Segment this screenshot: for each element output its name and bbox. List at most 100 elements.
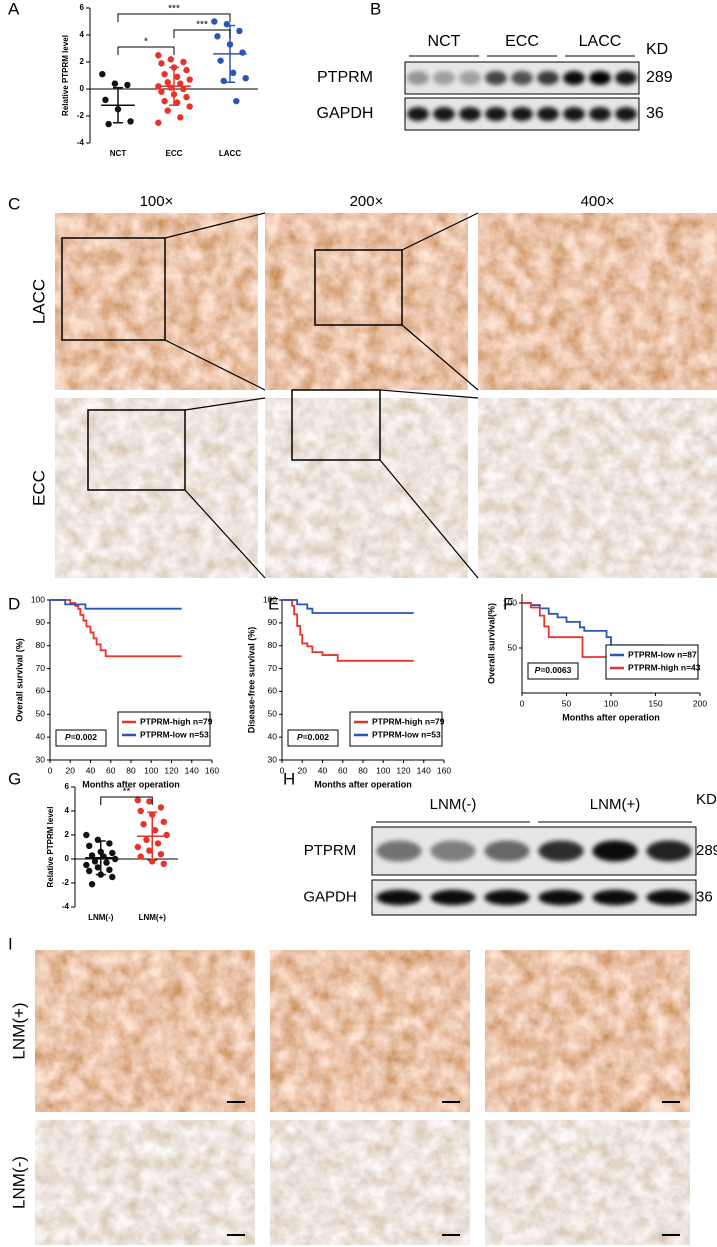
data-point: [86, 867, 93, 875]
p-value: P=0.002: [297, 732, 329, 742]
survival-curve: [282, 599, 414, 662]
blot-band: [376, 840, 422, 862]
x-tick-label: 160: [437, 765, 451, 775]
data-point: [161, 97, 168, 105]
protein-label: PTPRM: [317, 69, 373, 86]
survival-curve: [522, 602, 665, 647]
micrograph: [265, 213, 468, 390]
data-point: [103, 859, 110, 866]
data-point: [86, 842, 93, 849]
y-tick-label: 6: [65, 782, 70, 791]
blot-band: [407, 106, 429, 122]
p-value-box: [527, 662, 579, 680]
unit-label: KD: [696, 791, 717, 808]
data-point: [151, 827, 159, 834]
data-point: [239, 49, 246, 56]
y-tick-label: 2: [80, 57, 85, 66]
data-point: [236, 27, 243, 35]
data-point: [160, 860, 167, 867]
zoom-line: [164, 339, 266, 391]
x-tick-label: 200: [693, 698, 707, 708]
magnification-label: 400×: [581, 193, 615, 210]
data-point: [164, 107, 171, 114]
micrograph: [478, 213, 717, 390]
data-point: [134, 797, 142, 804]
zoom-box: [87, 409, 186, 491]
data-point: [154, 840, 162, 847]
data-point: [111, 80, 119, 87]
x-tick-label: 0: [48, 765, 53, 775]
blot-band: [485, 70, 507, 86]
data-point: [124, 81, 131, 89]
significance-bracket: [100, 796, 153, 805]
micrograph: [35, 950, 255, 1112]
data-point: [158, 88, 165, 95]
data-point: [217, 57, 224, 64]
x-axis-label: Months after operation: [314, 779, 412, 789]
blot-band: [407, 70, 429, 86]
legend-label: PTPRM-low n=87: [628, 649, 697, 659]
x-tick-label: 0: [280, 765, 285, 775]
y-axis-label: Relative PTPRM level: [61, 35, 70, 116]
y-tick-label: 60: [36, 686, 46, 696]
y-axis-label: Relative PTPRM level: [46, 807, 55, 888]
legend-box: [605, 644, 699, 680]
data-point: [94, 864, 102, 871]
x-tick-label: 120: [164, 765, 178, 775]
data-point: [137, 807, 144, 815]
blot-band: [563, 106, 585, 122]
protein-label: GAPDH: [317, 105, 374, 122]
data-point: [173, 73, 181, 81]
zoom-line: [401, 324, 479, 391]
x-tick-label: 60: [338, 765, 348, 775]
y-tick-label: 4: [80, 30, 85, 39]
x-axis-label: Months after operation: [82, 779, 180, 789]
micrograph: [35, 1120, 255, 1245]
data-point: [106, 840, 113, 847]
blot-band: [430, 840, 476, 862]
kd-label: 36: [696, 888, 713, 905]
data-point: [233, 97, 240, 105]
significance-bracket: [117, 13, 231, 22]
group-label: LACC: [579, 33, 622, 50]
data-point: [180, 58, 187, 66]
blot-band: [484, 840, 530, 862]
x-tick-label: 0: [520, 698, 525, 708]
legend-box: [117, 711, 211, 747]
group-label: NCT: [428, 33, 461, 50]
zoom-line: [379, 459, 479, 579]
blot-band: [538, 840, 584, 862]
magnification-label: 200×: [350, 193, 384, 210]
data-point: [167, 56, 175, 63]
x-tick-label: 140: [185, 765, 199, 775]
x-tick-label: 80: [358, 765, 368, 775]
protein-label: GAPDH: [303, 888, 356, 905]
y-tick-label: 100: [263, 594, 277, 604]
blot-band: [646, 889, 692, 906]
significance-label: ***: [196, 20, 208, 31]
x-tick-label: LNM(-): [88, 913, 114, 922]
p-symbol: P: [65, 732, 71, 742]
y-tick-label: -2: [62, 878, 70, 887]
data-point: [167, 84, 175, 91]
group-label: ECC: [505, 33, 539, 50]
data-point: [109, 873, 116, 881]
y-tick-label: 30: [268, 754, 278, 764]
micrograph: [485, 1120, 690, 1245]
data-point: [111, 855, 119, 863]
data-point: [102, 96, 109, 104]
y-tick-label: 0: [80, 84, 85, 93]
x-tick-label: 20: [298, 765, 308, 775]
y-tick-label: 80: [36, 640, 46, 650]
significance-label: ***: [168, 4, 180, 15]
y-tick-label: 50: [268, 709, 278, 719]
data-point: [143, 836, 150, 843]
data-point: [164, 79, 171, 86]
micrograph: [265, 398, 468, 578]
kd-label: 289: [696, 842, 717, 859]
micrograph: [270, 1120, 470, 1245]
panel-label: E: [268, 594, 279, 613]
x-tick-label: ECC: [166, 149, 183, 158]
y-tick-label: 2: [65, 830, 70, 839]
data-point: [155, 119, 162, 126]
